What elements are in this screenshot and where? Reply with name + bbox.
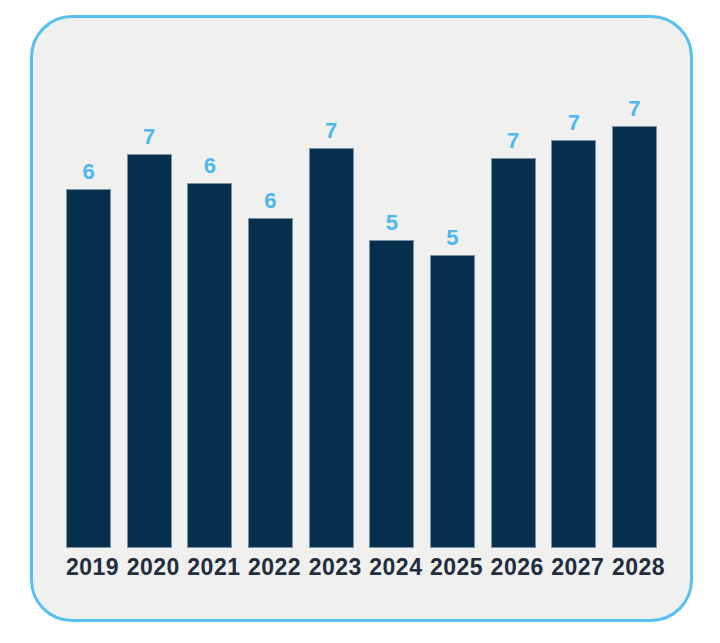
x-axis-label: 2019 [66, 556, 111, 579]
x-axis-label: 2028 [612, 556, 657, 579]
bar-group: 6 [66, 161, 111, 548]
bar-value-label: 6 [82, 161, 94, 183]
x-axis-label: 2027 [551, 556, 596, 579]
x-axis-label: 2025 [430, 556, 475, 579]
bar-group: 7 [491, 130, 536, 548]
x-axis-label: 2024 [369, 556, 414, 579]
bar-value-label: 6 [264, 190, 276, 212]
bar [612, 126, 657, 548]
bar-value-label: 7 [507, 130, 519, 152]
bar [127, 154, 172, 548]
bar-chart: 6 7 6 6 7 5 5 7 7 7 [66, 18, 657, 548]
bar [430, 255, 475, 548]
bar-group: 6 [248, 190, 293, 548]
bar [369, 240, 414, 548]
x-axis-label: 2026 [491, 556, 536, 579]
bar-group: 7 [127, 126, 172, 548]
bar-group: 7 [612, 98, 657, 548]
bar-value-label: 7 [143, 126, 155, 148]
bar [491, 158, 536, 548]
bar [248, 218, 293, 548]
bar [187, 183, 232, 548]
x-axis-label: 2020 [127, 556, 172, 579]
x-axis-labels: 2019 2020 2021 2022 2023 2024 2025 2026 2027 2028 [66, 556, 657, 579]
bar-value-label: 7 [568, 112, 580, 134]
x-axis-label: 2021 [187, 556, 232, 579]
chart-card: 6766755777 20192020202120222023202420252… [30, 15, 693, 622]
bar-group: 7 [309, 120, 354, 548]
bar [66, 189, 111, 548]
bar-value-label: 6 [204, 155, 216, 177]
x-axis-label: 2023 [309, 556, 354, 579]
bar-group: 5 [430, 227, 475, 548]
bar [551, 140, 596, 548]
bar-group: 6 [187, 155, 232, 548]
bar-value-label: 7 [628, 98, 640, 120]
x-axis-label: 2022 [248, 556, 293, 579]
bar-group: 5 [369, 212, 414, 548]
bar-value-label: 7 [325, 120, 337, 142]
bar-value-label: 5 [446, 227, 458, 249]
bar [309, 148, 354, 548]
bar-value-label: 5 [386, 212, 398, 234]
bar-group: 7 [551, 112, 596, 548]
